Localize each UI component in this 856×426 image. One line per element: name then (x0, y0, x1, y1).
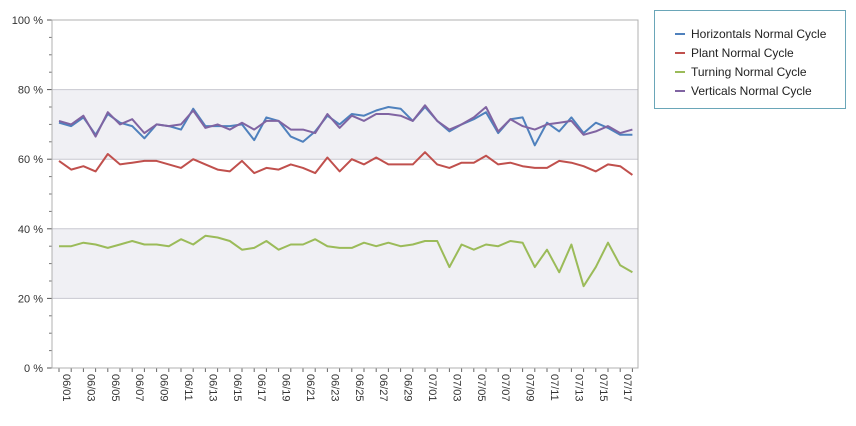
x-tick-label: 06/19 (280, 374, 292, 402)
legend-item-turning: Turning Normal Cycle (655, 62, 845, 81)
y-tick-label: 100 % (12, 15, 43, 27)
shaded-band-1 (52, 89, 638, 160)
legend-label-turning: Turning Normal Cycle (691, 64, 807, 79)
x-tick-label: 07/17 (621, 374, 633, 402)
legend-item-horizontals: Horizontals Normal Cycle (655, 24, 845, 43)
x-tick-label: 06/05 (109, 374, 121, 402)
x-tick-label: 06/01 (60, 374, 72, 402)
x-tick-label: 06/21 (304, 374, 316, 402)
x-tick-label: 06/09 (158, 374, 170, 402)
y-axis: 0 % 20 % 40 % 60 % 80 % 100 % (12, 15, 53, 375)
x-tick-label: 06/23 (328, 374, 340, 402)
legend-swatch-plant (675, 51, 685, 54)
x-tick-label: 07/01 (426, 374, 438, 402)
y-tick-label: 40 % (18, 224, 43, 236)
y-tick-label: 20 % (18, 293, 43, 305)
gridlines (52, 19, 638, 369)
series-lines (58, 104, 633, 288)
y-tick-label: 60 % (18, 154, 43, 166)
x-tick-label: 07/05 (475, 374, 487, 402)
x-tick-label: 07/13 (572, 374, 584, 402)
legend-swatch-turning (675, 70, 685, 73)
legend: Horizontals Normal Cycle Plant Normal Cy… (654, 10, 846, 109)
series-line-2 (59, 234, 633, 288)
x-tick-label: 06/03 (84, 374, 96, 402)
x-tick-label: 06/27 (377, 374, 389, 402)
x-tick-label: 06/17 (255, 374, 267, 402)
x-tick-label: 07/15 (597, 374, 609, 402)
x-tick-label: 07/07 (499, 374, 511, 402)
series-line-3 (58, 104, 633, 138)
x-tick-label: 06/13 (206, 374, 218, 402)
legend-label-verticals: Verticals Normal Cycle (691, 83, 812, 98)
shaded-bands (52, 89, 638, 299)
x-tick-label: 06/07 (133, 374, 145, 402)
x-tick-label: 06/25 (353, 374, 365, 402)
y-tick-label: 0 % (24, 363, 43, 375)
legend-item-verticals: Verticals Normal Cycle (655, 81, 845, 100)
x-tick-label: 07/09 (524, 374, 536, 402)
shaded-band-0 (52, 228, 638, 299)
x-tick-label: 06/29 (402, 374, 414, 402)
legend-item-plant: Plant Normal Cycle (655, 43, 845, 62)
series-line-1 (58, 151, 633, 176)
legend-label-plant: Plant Normal Cycle (691, 45, 794, 60)
x-tick-label: 07/03 (450, 374, 462, 402)
legend-label-horizontals: Horizontals Normal Cycle (691, 26, 827, 41)
x-axis: 06/01 06/03 06/05 06/07 06/09 06/11 06/13 06/15… (52, 367, 638, 402)
x-tick-label: 06/15 (231, 374, 243, 402)
plot-area-border (51, 19, 639, 369)
legend-swatch-horizontals (675, 32, 685, 35)
legend-swatch-verticals (675, 89, 685, 92)
x-tick-label: 07/11 (548, 374, 560, 401)
x-tick-label: 06/11 (182, 374, 194, 401)
y-tick-label: 80 % (18, 85, 43, 97)
